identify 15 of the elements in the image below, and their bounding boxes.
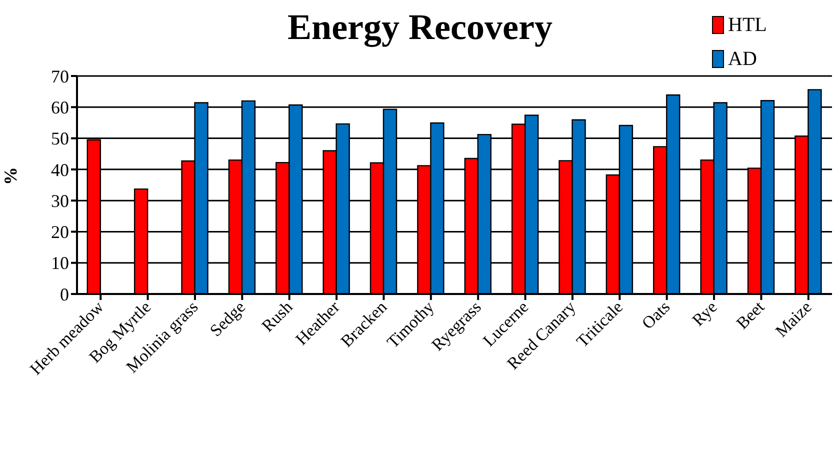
y-axis-title: % <box>0 167 20 185</box>
legend-label: HTL <box>728 14 767 36</box>
y-tick-label: 40 <box>51 160 69 180</box>
y-tick-label: 50 <box>51 128 69 149</box>
y-tick-label: 10 <box>51 253 69 274</box>
y-tick-label: 70 <box>51 66 69 86</box>
y-tick-label: 60 <box>51 98 69 118</box>
y-tick-label: 20 <box>51 222 69 242</box>
y-tick-label: 30 <box>51 190 69 211</box>
y-tick-label: 0 <box>60 284 69 304</box>
legend-label: AD <box>728 48 757 70</box>
x-tick-label: Beet <box>732 297 768 333</box>
chart-title: Energy Recovery <box>288 7 552 47</box>
x-tick-label: Oats <box>638 297 674 333</box>
x-tick-label: Rye <box>688 297 721 330</box>
